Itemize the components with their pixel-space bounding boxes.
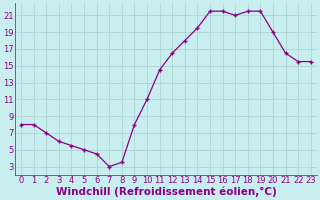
X-axis label: Windchill (Refroidissement éolien,°C): Windchill (Refroidissement éolien,°C) <box>56 187 276 197</box>
